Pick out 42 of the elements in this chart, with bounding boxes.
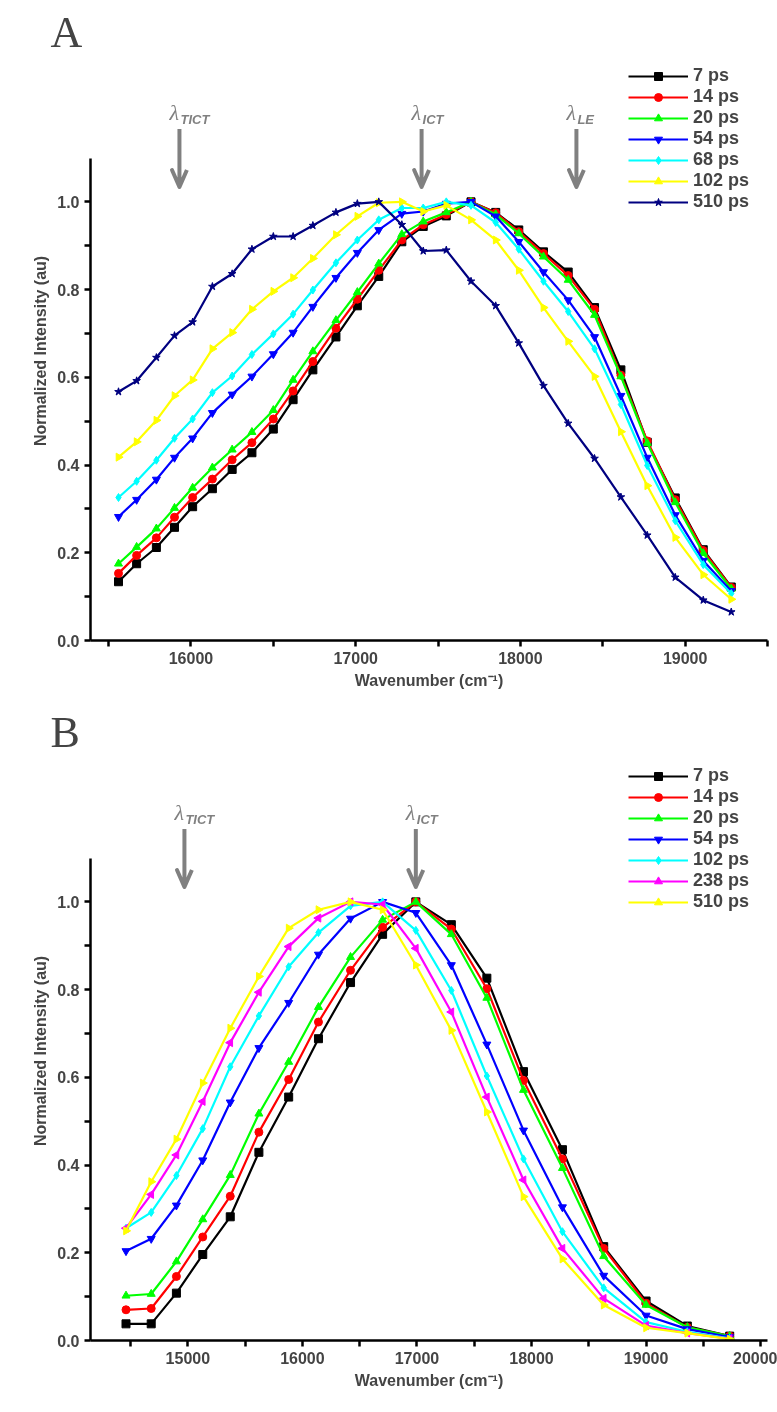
legend-label: 20 ps — [693, 807, 741, 828]
y-axis-title: Normalized Intensity (au) — [32, 955, 50, 1147]
x-tick-label: 19000 — [662, 649, 708, 667]
y-tick-label: 0.0 — [57, 632, 80, 650]
y-tick-label: 0.2 — [57, 544, 80, 562]
chart-title: B — [50, 707, 80, 757]
x-tick-label: 18000 — [509, 1349, 554, 1367]
y-tick-label: 0.8 — [57, 281, 80, 299]
y-axis-title: Normalized Intensity (au) — [32, 255, 50, 447]
y-tick-label: 0.8 — [57, 981, 80, 999]
legend-label: 102 ps — [693, 170, 751, 191]
x-tick-label: 16000 — [280, 1349, 325, 1367]
x-tick-label: 17000 — [394, 1349, 440, 1367]
legend-label: 54 ps — [693, 828, 741, 849]
y-tick-label: 1.0 — [57, 193, 80, 211]
x-axis-title: Wavenumber (cm⁻¹) — [354, 1371, 504, 1389]
x-tick-label: 17000 — [333, 649, 379, 667]
legend-label: 238 ps — [693, 870, 751, 891]
legend-label: 510 ps — [693, 191, 751, 212]
y-tick-label: 0.0 — [57, 1332, 80, 1350]
y-tick-label: 0.6 — [57, 369, 80, 387]
x-tick-label: 19000 — [623, 1349, 669, 1367]
x-tick-label: 16000 — [168, 649, 214, 667]
chart-title: A — [50, 7, 83, 57]
x-tick-label: 20000 — [733, 1349, 777, 1367]
x-axis-title: Wavenumber (cm⁻¹) — [354, 671, 504, 689]
x-tick-label: 18000 — [498, 649, 543, 667]
y-tick-label: 0.6 — [57, 1069, 80, 1087]
legend-label: 14 ps — [693, 786, 741, 807]
legend-label: 510 ps — [693, 891, 751, 912]
legend-label: 54 ps — [693, 128, 741, 149]
y-tick-label: 0.4 — [57, 457, 80, 475]
y-tick-label: 0.2 — [57, 1244, 80, 1262]
legend-label: 7 ps — [693, 765, 731, 786]
y-tick-label: 0.4 — [57, 1157, 80, 1175]
legend-label: 102 ps — [693, 849, 751, 870]
x-tick-label: 15000 — [165, 1349, 211, 1367]
legend-label: 14 ps — [693, 86, 741, 107]
legend-label: 20 ps — [693, 107, 741, 128]
legend-label: 7 ps — [693, 65, 731, 86]
y-tick-label: 1.0 — [57, 893, 80, 911]
legend-label: 68 ps — [693, 149, 741, 170]
